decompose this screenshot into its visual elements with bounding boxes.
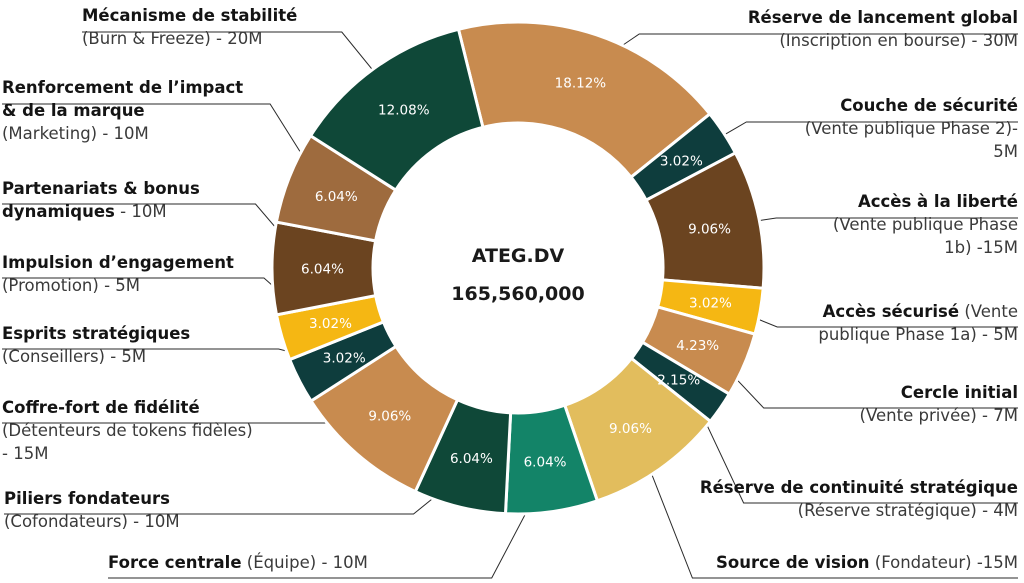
slice-percent-4: 3.02%	[689, 295, 732, 311]
slice-percent-9: 6.04%	[450, 451, 493, 467]
slice-percent-14: 6.04%	[315, 189, 358, 205]
slice-percent-5: 4.23%	[676, 338, 719, 354]
slice-percent-2: 3.02%	[660, 154, 703, 170]
slice-percent-12: 3.02%	[309, 316, 352, 332]
slice-percent-15: 12.08%	[378, 102, 430, 118]
donut-slices	[270, 20, 766, 516]
slice-percent-13: 6.04%	[301, 261, 344, 277]
slice-percent-10: 9.06%	[368, 409, 411, 425]
slice-label-9: Piliers fondateurs (Cofondateurs) - 10M	[4, 489, 180, 531]
slice-label-13: Partenariats & bonus dynamiques - 10M	[2, 179, 200, 221]
slice-percent-3: 9.06%	[688, 222, 731, 238]
slice-percent-6: 2.15%	[657, 372, 700, 388]
slice-15	[308, 27, 485, 193]
slice-percent-7: 9.06%	[609, 421, 652, 437]
slice-percent-1: 18.12%	[555, 76, 607, 92]
slice-label-14: Renforcement de l’impact & de la marque (M…	[2, 78, 244, 143]
center-total-supply: 165,560,000	[451, 283, 584, 305]
slice-label-10: Coffre-fort de fidélité (Détenteurs de to…	[2, 398, 253, 463]
slice-percent-11: 3.02%	[323, 351, 366, 367]
slice-label-8: Force centrale (Équipe) - 10M	[108, 553, 368, 572]
slice-label-11: Esprits stratégiques (Conseillers) - 5M	[2, 324, 191, 366]
slice-label-5: Cercle initial (Vente privée) - 7M	[859, 383, 1018, 425]
slice-label-12: Impulsion d’engagement (Promotion) - 5M	[2, 253, 234, 295]
slice-label-7: Source de vision (Fondateur) -15M	[716, 553, 1018, 572]
slice-1	[456, 20, 712, 180]
slice-label-2: Couche de sécurité (Vente publique Phase …	[804, 96, 1018, 161]
leader-line-7	[636, 437, 1018, 579]
slice-percent-labels: 18.12% 3.02% 9.06% 3.02% 4.23% 2.15% 9.06% 6.04…	[301, 76, 732, 471]
slice-percent-8: 6.04%	[524, 455, 567, 471]
slice-label-1: Réserve de lancement global (Inscription …	[747, 8, 1018, 50]
slice-label-15: Mécanisme de stabilité (Burn & Freeze) - …	[82, 6, 298, 48]
slice-label-6: Réserve de continuité stratégique (Réserv…	[699, 478, 1018, 520]
slice-label-3: Accès à la liberté (Vente publique Phase 1…	[832, 192, 1018, 257]
slice-label-4: Accès sécurisé (Vente publique Phase 1a) …	[818, 302, 1018, 344]
center-token-name: ATEG.DV	[472, 245, 565, 267]
